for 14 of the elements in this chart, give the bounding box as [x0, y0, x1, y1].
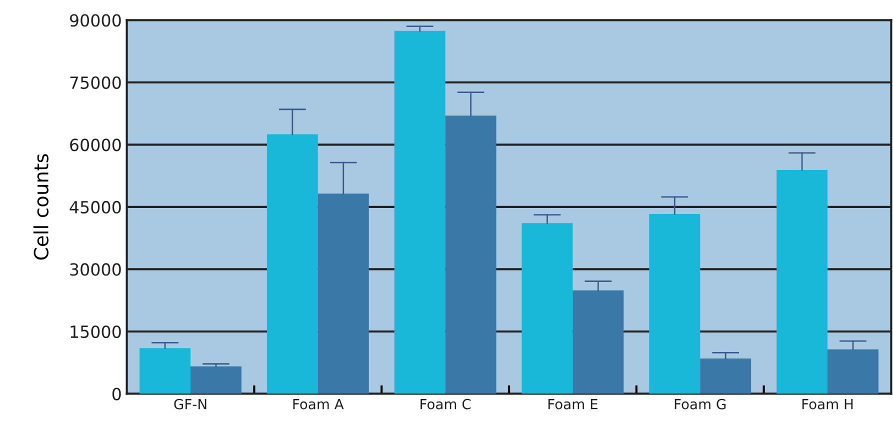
- y-tick-label: 15000: [70, 325, 121, 338]
- y-tick-label: 45000: [70, 200, 121, 214]
- x-tick-label: Foam C: [420, 398, 471, 410]
- x-tick-label: Foam H: [802, 399, 853, 410]
- y-tick-label: 90000: [70, 14, 121, 27]
- y-tick-label: 30000: [70, 263, 121, 276]
- y-tick-label: 0: [112, 388, 121, 400]
- y-axis-title: Cell counts: [33, 154, 48, 260]
- x-tick-label: GF-N: [174, 398, 206, 410]
- y-tick-label: 60000: [70, 138, 121, 152]
- x-tick-label: Foam A: [293, 399, 344, 410]
- x-tick-label: Foam E: [548, 399, 598, 410]
- x-tick-label: Foam G: [674, 398, 726, 410]
- y-tick-label: 75000: [70, 76, 121, 89]
